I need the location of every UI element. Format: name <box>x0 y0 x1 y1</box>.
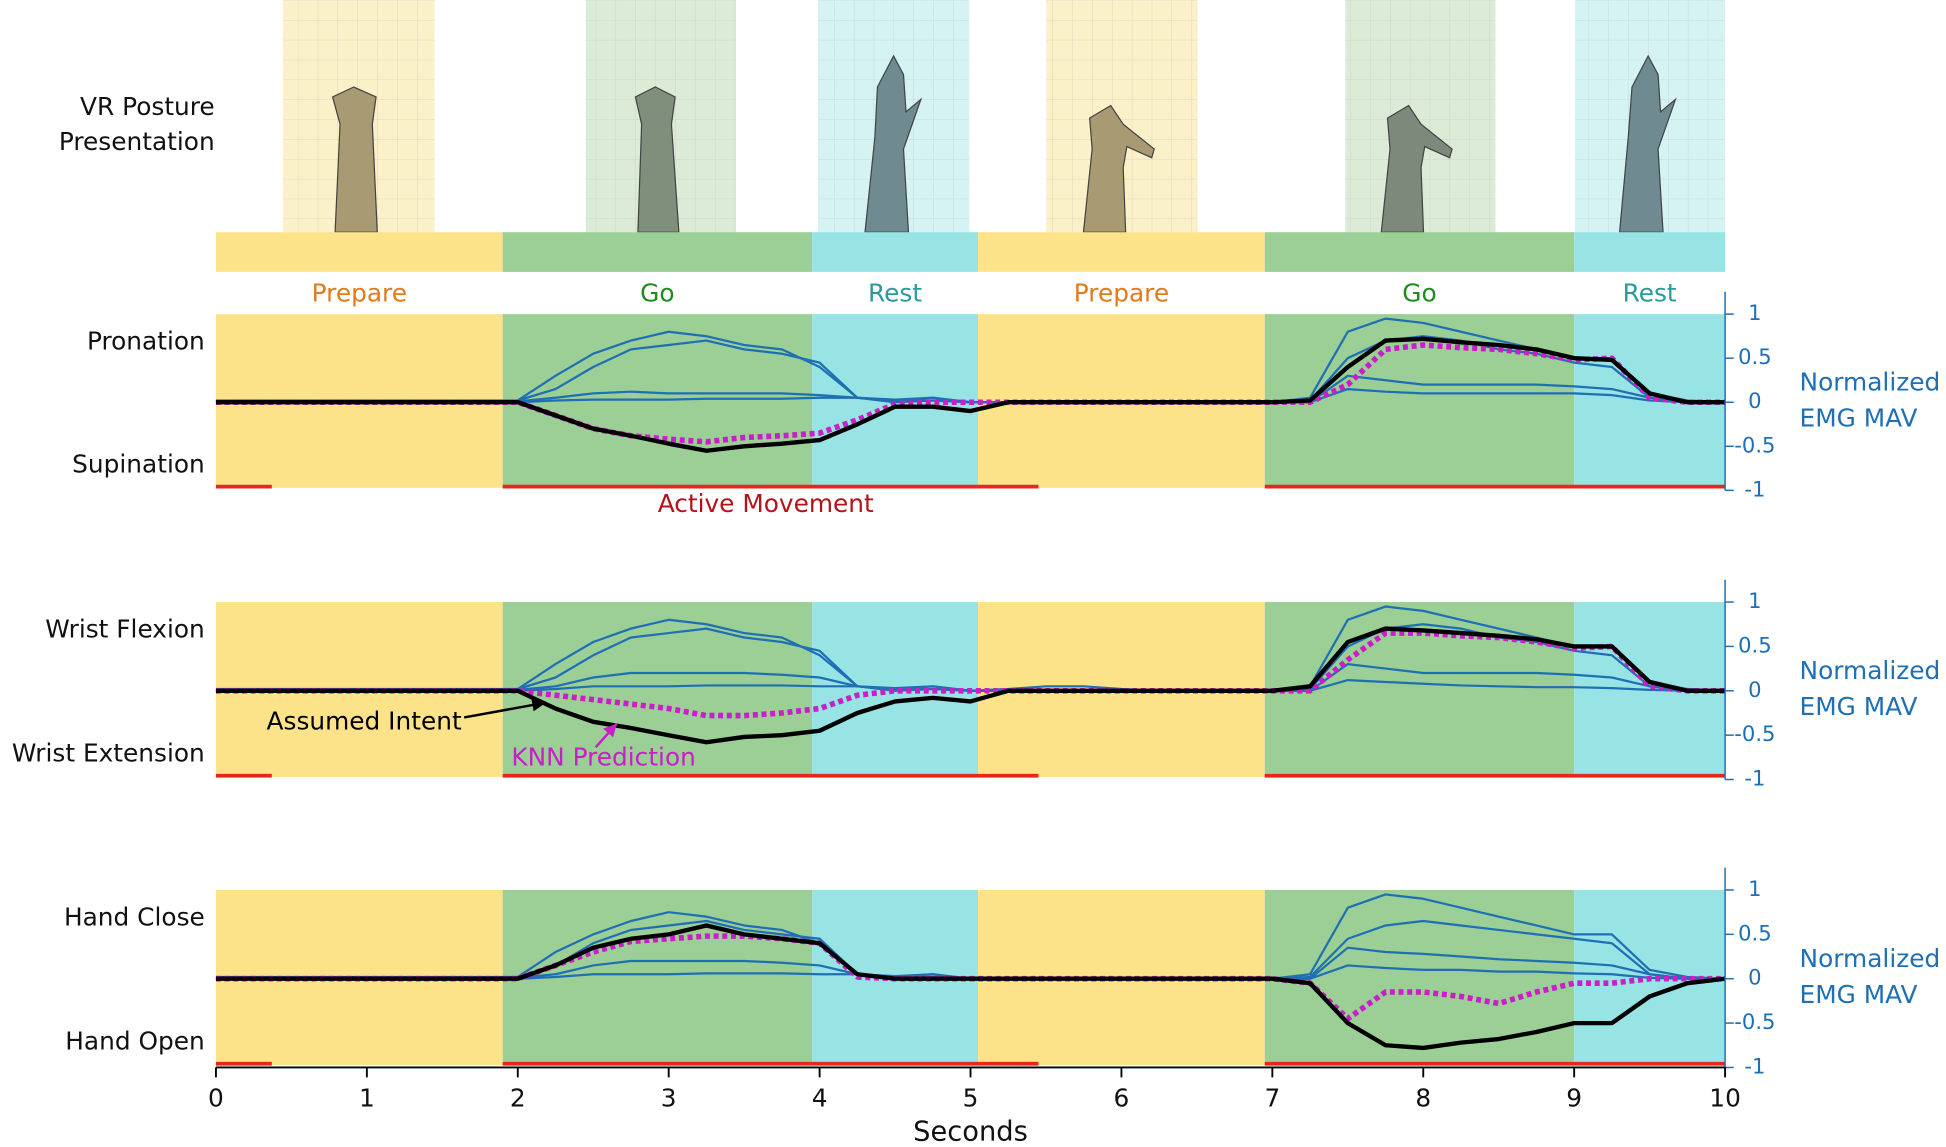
phase-bar <box>978 232 1265 272</box>
y-tick-label: 0 <box>1748 677 1761 702</box>
series-line <box>215 336 1726 453</box>
y-tick-label: -1 <box>1744 476 1765 501</box>
phase-label: Prepare <box>1074 278 1169 307</box>
phase-bar <box>1574 232 1726 272</box>
annotation: Assumed Intent <box>267 706 462 735</box>
y-tick-label: 0.5 <box>1738 920 1772 945</box>
phase-bar <box>1264 232 1575 272</box>
y-axis-label: Normalized <box>1800 656 1941 685</box>
y-tick-label: 1 <box>1748 588 1761 613</box>
annotation-arrows <box>463 697 618 749</box>
arm-flex <box>1380 104 1453 233</box>
x-tick-label: 5 <box>963 1084 979 1113</box>
annotation: KNN Prediction <box>511 742 696 771</box>
y-axis-label: EMG MAV <box>1800 692 1918 721</box>
phase-label: Prepare <box>312 278 407 307</box>
y-tick-label: 0 <box>1748 388 1761 413</box>
y-tick-label: -0.5 <box>1734 721 1775 746</box>
y-axis-label: EMG MAV <box>1800 404 1918 433</box>
phase-label: Rest <box>1623 278 1677 307</box>
row-label-bottom: Wrist Extension <box>12 739 205 768</box>
y-tick-label: 0 <box>1748 965 1761 990</box>
y-tick-label: 1 <box>1748 876 1761 901</box>
y-tick-label: -0.5 <box>1734 432 1775 457</box>
arrow-head <box>603 723 617 738</box>
x-tick-label: 1 <box>359 1084 375 1113</box>
x-tick-label: 3 <box>661 1084 677 1113</box>
row-label-bottom: Hand Open <box>65 1027 204 1056</box>
row-label-top: Wrist Flexion <box>45 615 205 644</box>
y-axis-label: Normalized <box>1800 944 1941 973</box>
posture-title: Presentation <box>59 127 215 156</box>
y-tick-label: 0.5 <box>1738 632 1772 657</box>
x-tick-label: 7 <box>1264 1084 1280 1113</box>
x-tick-label: 6 <box>1114 1084 1130 1113</box>
x-tick-label: 10 <box>1709 1084 1741 1113</box>
series-line <box>215 923 1726 1051</box>
y-tick-label: 1 <box>1748 300 1761 325</box>
y-tick-label: -1 <box>1744 1053 1765 1078</box>
phase-label: Go <box>1402 278 1436 307</box>
row-label-top: Pronation <box>87 327 205 356</box>
phase-bar <box>215 232 503 272</box>
y-axis-label: Normalized <box>1800 368 1941 397</box>
arm-fist <box>331 86 378 233</box>
series-line <box>215 626 1726 745</box>
arm-fist <box>634 86 680 233</box>
phase-label: Go <box>640 278 674 307</box>
arrow-head <box>531 697 547 712</box>
posture-title: VR Posture <box>80 92 215 121</box>
y-tick-label: 0.5 <box>1738 344 1772 369</box>
y-tick-label: -0.5 <box>1734 1009 1775 1034</box>
x-axis-label: Seconds <box>913 1117 1028 1147</box>
phase-bar <box>812 232 979 272</box>
phase-label: Rest <box>868 278 922 307</box>
series-line <box>215 630 1726 719</box>
arms <box>331 54 1677 233</box>
x-tick-label: 0 <box>208 1084 224 1113</box>
row-label-top: Hand Close <box>64 903 205 932</box>
posture-images <box>282 0 1726 233</box>
y-tick-label: -1 <box>1744 766 1765 791</box>
arrow <box>463 701 547 719</box>
arm-flex <box>1082 104 1155 233</box>
x-tick-label: 4 <box>812 1084 828 1113</box>
x-tick-label: 2 <box>510 1084 526 1113</box>
row-label-bottom: Supination <box>72 450 205 479</box>
y-axis-label: EMG MAV <box>1800 980 1918 1009</box>
arm-open <box>1618 54 1677 233</box>
phase-bar <box>502 232 813 272</box>
series-line <box>215 342 1726 445</box>
x-tick-label: 8 <box>1415 1084 1431 1113</box>
arm-open <box>864 54 923 233</box>
image-grid <box>282 0 1726 233</box>
x-tick-label: 9 <box>1566 1084 1582 1113</box>
annotation: Active Movement <box>658 489 874 518</box>
